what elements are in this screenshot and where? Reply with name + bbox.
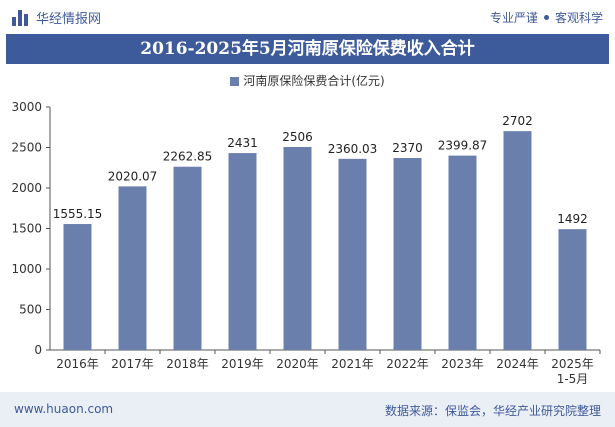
footer: www.huaon.com 数据来源：保监会，华经产业研究院整理 <box>0 392 615 427</box>
brand-name: 华经情报网 <box>36 12 102 27</box>
bar-value-label: 2399.87 <box>438 139 488 153</box>
x-tick-label: 2021年 <box>331 357 374 371</box>
bar <box>558 229 587 350</box>
y-tick-label: 500 <box>19 303 42 317</box>
x-tick-label: 2017年 <box>111 357 154 371</box>
bar <box>448 155 477 350</box>
chart-title: 2016-2025年5月河南原保险保费收入合计 <box>6 34 609 64</box>
bar <box>503 131 532 350</box>
y-tick-label: 2000 <box>11 181 42 195</box>
bar <box>63 224 92 350</box>
bar-value-label: 2020.07 <box>108 169 158 183</box>
bar-value-label: 2370 <box>392 141 423 155</box>
tagline: 专业严谨 客观科学 <box>490 9 603 26</box>
x-tick-label: 2022年 <box>386 357 429 371</box>
y-tick-label: 1500 <box>11 222 42 236</box>
top-bar: 华经情报网 专业严谨 客观科学 <box>0 0 615 34</box>
chart-legend: 河南原保险保费合计(亿元) <box>0 72 615 89</box>
x-tick-label: 2019年 <box>221 357 264 371</box>
bar <box>118 186 147 350</box>
bar <box>173 166 202 350</box>
x-tick-label: 2024年 <box>496 357 539 371</box>
bar-value-label: 2431 <box>227 136 258 150</box>
x-tick-label: 2025年 1-5月 <box>551 357 594 386</box>
tagline-left: 专业严谨 <box>489 11 538 25</box>
bar-value-label: 2262.85 <box>163 150 213 164</box>
y-tick-label: 0 <box>34 343 42 357</box>
legend-swatch <box>230 77 240 86</box>
y-tick-label: 2500 <box>11 141 42 155</box>
bar <box>283 147 312 350</box>
bar-value-label: 2506 <box>282 130 313 144</box>
x-tick-label: 2018年 <box>166 357 209 371</box>
x-tick-label: 2020年 <box>276 357 319 371</box>
bar <box>228 153 257 350</box>
footer-source: 数据来源：保监会，华经产业研究院整理 <box>384 404 601 418</box>
bar-value-label: 1555.15 <box>53 207 103 221</box>
y-tick-label: 3000 <box>11 100 42 114</box>
bullet-dot-icon <box>543 15 549 20</box>
bar-value-label: 2360.03 <box>328 142 378 156</box>
bar-value-label: 2702 <box>502 114 533 128</box>
bar-value-label: 1492 <box>557 212 588 226</box>
y-tick-label: 1000 <box>11 262 42 276</box>
x-tick-label: 2016年 <box>56 357 99 371</box>
brand: 华经情报网 <box>12 8 101 27</box>
bar <box>338 158 367 350</box>
bar-chart: 0 500 1000 1500 2000 2500 3000 1555.15 2016年 202… <box>11 100 601 386</box>
x-tick-label: 2023年 <box>441 357 484 371</box>
bar-logo-icon <box>12 9 30 26</box>
tagline-right: 客观科学 <box>554 11 603 25</box>
legend-label: 河南原保险保费合计(亿元) <box>243 74 385 88</box>
bar <box>393 158 422 350</box>
footer-url: www.huaon.com <box>14 402 114 416</box>
